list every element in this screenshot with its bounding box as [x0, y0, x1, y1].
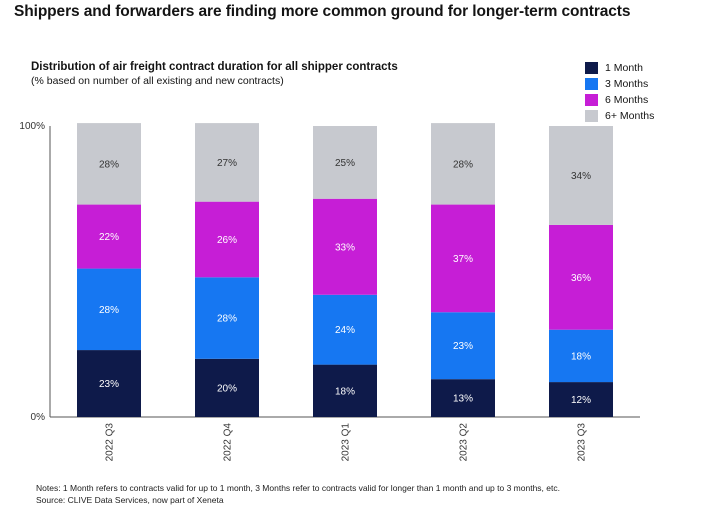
y-tick-label: 0%	[31, 412, 46, 423]
data-label: 13%	[453, 394, 473, 405]
legend-item-6-months: 6 Months	[585, 92, 654, 108]
bar-segment-3-months	[195, 277, 259, 359]
bar-segment-6-months	[195, 201, 259, 278]
legend-label: 3 Months	[605, 78, 649, 90]
bar-segment-6-months	[77, 123, 141, 205]
data-label: 33%	[335, 242, 355, 253]
x-tick-label: 2023 Q2	[459, 423, 470, 462]
legend-swatch	[585, 78, 598, 90]
bar-segment-1-month	[195, 358, 259, 417]
data-label: 28%	[453, 159, 473, 170]
data-label: 28%	[217, 314, 237, 325]
bar-segment-6-months	[313, 126, 377, 199]
data-label: 22%	[99, 232, 119, 243]
x-tick-label: 2022 Q4	[223, 423, 234, 462]
data-label: 18%	[571, 351, 591, 362]
legend-label: 6+ Months	[605, 110, 655, 122]
x-tick-label: 2023 Q3	[577, 423, 588, 462]
data-label: 28%	[99, 159, 119, 170]
bar-segment-1-month	[77, 350, 141, 417]
data-label: 36%	[571, 273, 591, 284]
chart-legend: 1 Month 3 Months 6 Months 6+ Months	[585, 60, 654, 124]
data-label: 28%	[99, 305, 119, 316]
chart-title: Distribution of air freight contract dur…	[31, 61, 398, 73]
notes-text: Notes: 1 Month refers to contracts valid…	[36, 483, 560, 493]
data-label: 25%	[335, 158, 355, 169]
data-label: 26%	[217, 235, 237, 246]
bar-segment-3-months	[549, 329, 613, 383]
data-label: 23%	[453, 341, 473, 352]
bar-segment-1-month	[431, 379, 495, 417]
bar-segment-3-months	[313, 294, 377, 365]
data-label: 27%	[217, 158, 237, 169]
x-tick-label: 2022 Q3	[105, 423, 116, 462]
bar-segment-1-month	[313, 364, 377, 417]
bar-segment-6-months	[549, 224, 613, 330]
legend-label: 6 Months	[605, 94, 649, 106]
chart-subtitle: (% based on number of all existing and n…	[31, 75, 284, 87]
x-tick-label: 2023 Q1	[341, 423, 352, 462]
bar-segment-6-months	[549, 126, 613, 225]
data-label: 20%	[217, 383, 237, 394]
data-label: 12%	[571, 395, 591, 406]
legend-label: 1 Month	[605, 62, 643, 74]
bar-segment-6-months	[77, 204, 141, 269]
bar-segment-6-months	[431, 123, 495, 205]
bar-segment-1-month	[549, 382, 613, 417]
data-label: 37%	[453, 254, 473, 265]
bar-segment-6-months	[195, 123, 259, 202]
legend-item-3-months: 3 Months	[585, 76, 654, 92]
legend-swatch	[585, 62, 598, 74]
data-label: 24%	[335, 325, 355, 336]
legend-swatch	[585, 94, 598, 106]
bar-segment-3-months	[431, 312, 495, 380]
bar-segment-6-months	[313, 198, 377, 295]
data-label: 23%	[99, 379, 119, 390]
legend-item-6-plus-months: 6+ Months	[585, 108, 654, 124]
data-label: 18%	[335, 386, 355, 397]
bar-segment-3-months	[77, 268, 141, 351]
data-label: 34%	[571, 171, 591, 182]
page-headline: Shippers and forwarders are finding more…	[14, 3, 631, 20]
legend-item-1-month: 1 Month	[585, 60, 654, 76]
chart-notes: Notes: 1 Month refers to contracts valid…	[36, 482, 696, 506]
legend-swatch	[585, 110, 598, 122]
y-tick-label: 100%	[19, 121, 45, 132]
bar-segment-6-months	[431, 204, 495, 313]
source-text: Source: CLIVE Data Services, now part of…	[36, 495, 224, 505]
